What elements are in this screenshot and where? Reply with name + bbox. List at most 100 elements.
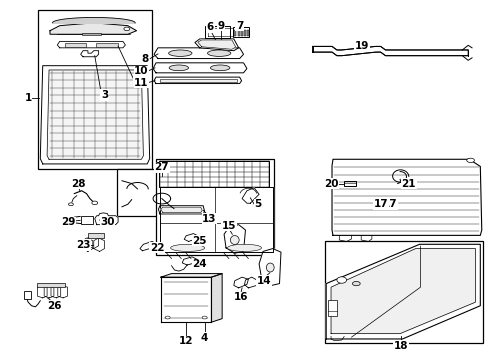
Text: 4: 4 — [201, 333, 208, 343]
Bar — [37, 283, 64, 287]
Polygon shape — [161, 207, 202, 212]
Bar — [247, 30, 249, 36]
Text: 11: 11 — [134, 78, 148, 88]
Ellipse shape — [170, 244, 204, 251]
Polygon shape — [57, 41, 125, 48]
Ellipse shape — [92, 201, 98, 204]
Text: 22: 22 — [149, 243, 164, 253]
Text: 18: 18 — [393, 341, 407, 351]
Text: 15: 15 — [221, 221, 236, 231]
Ellipse shape — [207, 50, 230, 57]
Bar — [64, 43, 86, 47]
Polygon shape — [47, 70, 143, 159]
Ellipse shape — [352, 282, 360, 286]
Ellipse shape — [230, 235, 239, 244]
Polygon shape — [312, 46, 467, 56]
Polygon shape — [51, 285, 61, 298]
Polygon shape — [37, 285, 47, 298]
Text: 2: 2 — [134, 74, 141, 84]
Polygon shape — [44, 285, 54, 298]
Text: 5: 5 — [254, 199, 261, 209]
Text: 30: 30 — [100, 217, 114, 227]
Polygon shape — [242, 188, 259, 203]
Polygon shape — [58, 285, 67, 298]
Text: 8: 8 — [141, 54, 148, 64]
Text: 20: 20 — [323, 179, 338, 189]
Bar — [156, 158, 273, 255]
Bar — [159, 161, 268, 187]
Polygon shape — [153, 63, 246, 73]
Polygon shape — [82, 238, 93, 251]
Bar — [81, 216, 93, 224]
Bar — [88, 233, 104, 238]
Bar — [344, 181, 355, 186]
Polygon shape — [160, 187, 272, 252]
Text: 27: 27 — [154, 162, 169, 172]
Bar — [38, 10, 152, 169]
Polygon shape — [140, 242, 156, 251]
Text: 24: 24 — [192, 259, 206, 269]
Ellipse shape — [266, 263, 274, 272]
Polygon shape — [95, 213, 118, 225]
Ellipse shape — [123, 27, 129, 31]
Text: 26: 26 — [46, 301, 61, 311]
Bar — [232, 27, 249, 37]
Bar — [160, 79, 236, 82]
Polygon shape — [195, 39, 238, 51]
Polygon shape — [161, 274, 222, 277]
Text: 1: 1 — [24, 93, 32, 103]
Text: 14: 14 — [256, 276, 271, 286]
Text: 25: 25 — [192, 236, 206, 246]
Polygon shape — [331, 159, 481, 235]
Text: 23: 23 — [76, 240, 90, 250]
Ellipse shape — [466, 158, 473, 162]
Polygon shape — [330, 249, 474, 334]
Text: 16: 16 — [233, 292, 247, 302]
Bar — [237, 30, 239, 36]
Polygon shape — [88, 235, 99, 249]
Bar — [244, 30, 245, 36]
Polygon shape — [40, 66, 149, 164]
Polygon shape — [184, 234, 198, 242]
Bar — [234, 30, 236, 36]
Text: 28: 28 — [71, 179, 85, 189]
Ellipse shape — [227, 244, 261, 251]
Text: 21: 21 — [401, 179, 415, 189]
Text: 17: 17 — [373, 199, 387, 209]
Text: 9: 9 — [217, 21, 224, 31]
Polygon shape — [182, 257, 197, 265]
Polygon shape — [50, 23, 136, 34]
Text: 3: 3 — [101, 90, 108, 100]
Text: 19: 19 — [354, 41, 368, 51]
Text: 17: 17 — [382, 199, 397, 209]
Polygon shape — [224, 225, 245, 253]
Text: 6: 6 — [206, 22, 214, 32]
Bar — [81, 33, 101, 35]
Text: 13: 13 — [202, 213, 216, 224]
Polygon shape — [259, 249, 281, 285]
Bar — [204, 26, 229, 38]
Bar — [327, 300, 336, 316]
Bar — [117, 169, 204, 216]
Polygon shape — [161, 277, 211, 322]
Polygon shape — [158, 206, 204, 214]
Text: 10: 10 — [134, 66, 148, 76]
Polygon shape — [81, 51, 99, 57]
Bar — [96, 43, 118, 47]
Text: 12: 12 — [179, 337, 193, 346]
Polygon shape — [154, 48, 243, 59]
Ellipse shape — [68, 203, 73, 206]
Bar — [24, 291, 30, 298]
Polygon shape — [211, 274, 222, 322]
Ellipse shape — [165, 316, 170, 319]
Polygon shape — [325, 244, 479, 339]
Polygon shape — [233, 277, 248, 288]
Text: 7: 7 — [236, 21, 243, 31]
Bar — [324, 241, 482, 342]
Ellipse shape — [202, 316, 206, 319]
Ellipse shape — [168, 50, 192, 57]
Polygon shape — [94, 238, 104, 251]
Polygon shape — [154, 77, 241, 84]
Polygon shape — [198, 40, 235, 49]
Bar — [241, 30, 243, 36]
